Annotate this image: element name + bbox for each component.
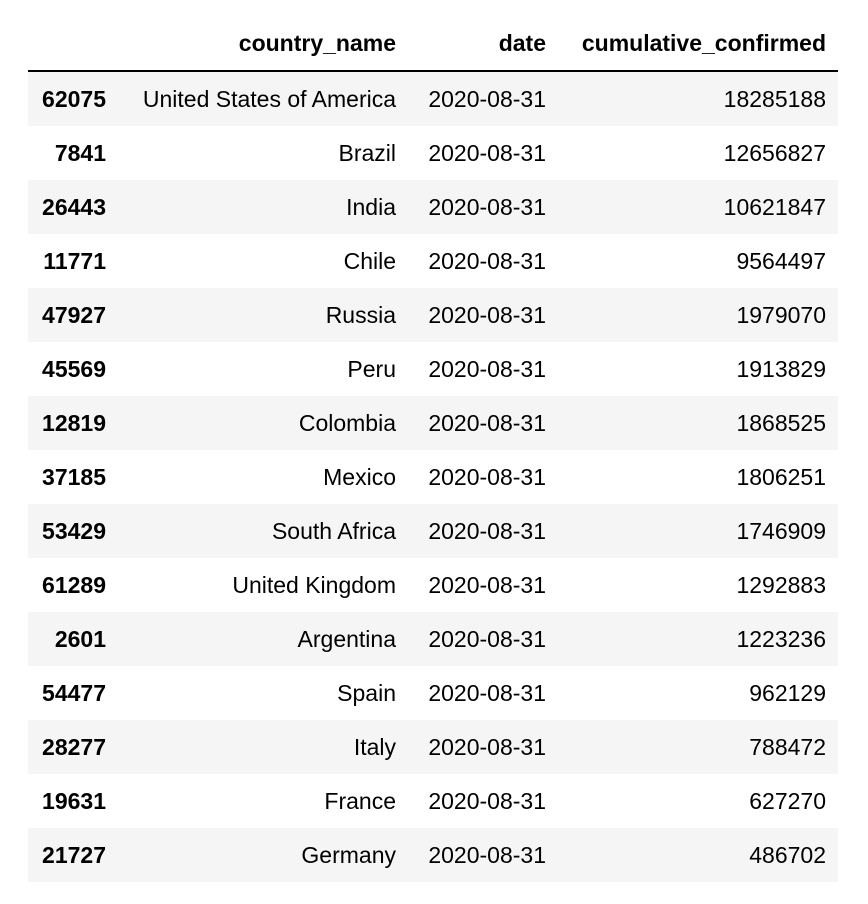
cell-country-name: France bbox=[118, 774, 408, 828]
table-row: 12819 Colombia 2020-08-31 1868525 bbox=[28, 396, 838, 450]
dataframe-table: country_name date cumulative_confirmed 6… bbox=[28, 17, 838, 882]
cell-date: 2020-08-31 bbox=[408, 666, 558, 720]
table-row: 62075 United States of America 2020-08-31 1… bbox=[28, 71, 838, 126]
table-header: country_name date cumulative_confirmed bbox=[28, 17, 838, 71]
cell-cumulative-confirmed: 10621847 bbox=[558, 180, 838, 234]
cell-cumulative-confirmed: 486702 bbox=[558, 828, 838, 882]
row-index: 12819 bbox=[28, 396, 118, 450]
table-row: 7841 Brazil 2020-08-31 12656827 bbox=[28, 126, 838, 180]
cell-country-name: Spain bbox=[118, 666, 408, 720]
cell-cumulative-confirmed: 1806251 bbox=[558, 450, 838, 504]
header-row: country_name date cumulative_confirmed bbox=[28, 17, 838, 71]
cell-cumulative-confirmed: 9564497 bbox=[558, 234, 838, 288]
table-row: 61289 United Kingdom 2020-08-31 1292883 bbox=[28, 558, 838, 612]
cell-date: 2020-08-31 bbox=[408, 828, 558, 882]
cell-country-name: Brazil bbox=[118, 126, 408, 180]
cell-country-name: Peru bbox=[118, 342, 408, 396]
table-row: 21727 Germany 2020-08-31 486702 bbox=[28, 828, 838, 882]
header-country-name: country_name bbox=[118, 17, 408, 71]
cell-date: 2020-08-31 bbox=[408, 234, 558, 288]
row-index: 54477 bbox=[28, 666, 118, 720]
row-index: 7841 bbox=[28, 126, 118, 180]
row-index: 28277 bbox=[28, 720, 118, 774]
cell-date: 2020-08-31 bbox=[408, 720, 558, 774]
table-row: 47927 Russia 2020-08-31 1979070 bbox=[28, 288, 838, 342]
cell-cumulative-confirmed: 1868525 bbox=[558, 396, 838, 450]
table-body: 62075 United States of America 2020-08-31 1… bbox=[28, 71, 838, 882]
cell-country-name: Italy bbox=[118, 720, 408, 774]
cell-cumulative-confirmed: 1979070 bbox=[558, 288, 838, 342]
row-index: 37185 bbox=[28, 450, 118, 504]
cell-cumulative-confirmed: 1746909 bbox=[558, 504, 838, 558]
row-index: 45569 bbox=[28, 342, 118, 396]
cell-country-name: Argentina bbox=[118, 612, 408, 666]
table-row: 53429 South Africa 2020-08-31 1746909 bbox=[28, 504, 838, 558]
cell-cumulative-confirmed: 788472 bbox=[558, 720, 838, 774]
cell-date: 2020-08-31 bbox=[408, 558, 558, 612]
cell-cumulative-confirmed: 18285188 bbox=[558, 71, 838, 126]
cell-country-name: Germany bbox=[118, 828, 408, 882]
table-row: 54477 Spain 2020-08-31 962129 bbox=[28, 666, 838, 720]
table-row: 2601 Argentina 2020-08-31 1223236 bbox=[28, 612, 838, 666]
cell-cumulative-confirmed: 1292883 bbox=[558, 558, 838, 612]
cell-date: 2020-08-31 bbox=[408, 126, 558, 180]
table-row: 45569 Peru 2020-08-31 1913829 bbox=[28, 342, 838, 396]
cell-date: 2020-08-31 bbox=[408, 450, 558, 504]
table-row: 26443 India 2020-08-31 10621847 bbox=[28, 180, 838, 234]
cell-cumulative-confirmed: 627270 bbox=[558, 774, 838, 828]
header-index bbox=[28, 17, 118, 71]
cell-country-name: United States of America bbox=[118, 71, 408, 126]
row-index: 11771 bbox=[28, 234, 118, 288]
table-row: 19631 France 2020-08-31 627270 bbox=[28, 774, 838, 828]
row-index: 62075 bbox=[28, 71, 118, 126]
cell-country-name: Mexico bbox=[118, 450, 408, 504]
table-row: 28277 Italy 2020-08-31 788472 bbox=[28, 720, 838, 774]
table-row: 37185 Mexico 2020-08-31 1806251 bbox=[28, 450, 838, 504]
row-index: 61289 bbox=[28, 558, 118, 612]
header-date: date bbox=[408, 17, 558, 71]
cell-cumulative-confirmed: 962129 bbox=[558, 666, 838, 720]
cell-cumulative-confirmed: 1913829 bbox=[558, 342, 838, 396]
cell-date: 2020-08-31 bbox=[408, 612, 558, 666]
cell-date: 2020-08-31 bbox=[408, 504, 558, 558]
cell-date: 2020-08-31 bbox=[408, 180, 558, 234]
cell-date: 2020-08-31 bbox=[408, 71, 558, 126]
cell-date: 2020-08-31 bbox=[408, 342, 558, 396]
cell-country-name: South Africa bbox=[118, 504, 408, 558]
row-index: 2601 bbox=[28, 612, 118, 666]
row-index: 47927 bbox=[28, 288, 118, 342]
dataframe-output: country_name date cumulative_confirmed 6… bbox=[28, 17, 838, 882]
row-index: 19631 bbox=[28, 774, 118, 828]
cell-cumulative-confirmed: 12656827 bbox=[558, 126, 838, 180]
cell-country-name: Colombia bbox=[118, 396, 408, 450]
cell-country-name: Chile bbox=[118, 234, 408, 288]
cell-date: 2020-08-31 bbox=[408, 396, 558, 450]
row-index: 26443 bbox=[28, 180, 118, 234]
cell-country-name: Russia bbox=[118, 288, 408, 342]
header-cumulative-confirmed: cumulative_confirmed bbox=[558, 17, 838, 71]
cell-country-name: United Kingdom bbox=[118, 558, 408, 612]
row-index: 53429 bbox=[28, 504, 118, 558]
table-row: 11771 Chile 2020-08-31 9564497 bbox=[28, 234, 838, 288]
cell-country-name: India bbox=[118, 180, 408, 234]
row-index: 21727 bbox=[28, 828, 118, 882]
cell-date: 2020-08-31 bbox=[408, 288, 558, 342]
cell-date: 2020-08-31 bbox=[408, 774, 558, 828]
cell-cumulative-confirmed: 1223236 bbox=[558, 612, 838, 666]
